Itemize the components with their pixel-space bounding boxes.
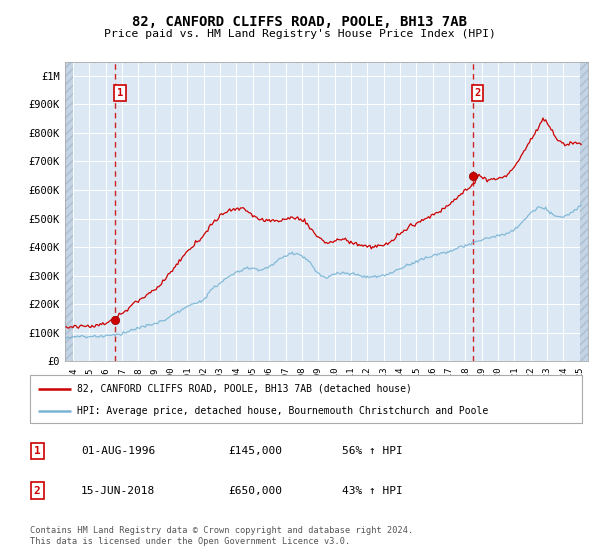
Text: 2: 2: [34, 486, 41, 496]
Text: 56% ↑ HPI: 56% ↑ HPI: [342, 446, 403, 456]
Text: 2: 2: [475, 88, 481, 98]
Text: 15-JUN-2018: 15-JUN-2018: [81, 486, 155, 496]
Text: Price paid vs. HM Land Registry's House Price Index (HPI): Price paid vs. HM Land Registry's House …: [104, 29, 496, 39]
Text: £650,000: £650,000: [228, 486, 282, 496]
Text: HPI: Average price, detached house, Bournemouth Christchurch and Poole: HPI: Average price, detached house, Bour…: [77, 406, 488, 416]
Text: 82, CANFORD CLIFFS ROAD, POOLE, BH13 7AB (detached house): 82, CANFORD CLIFFS ROAD, POOLE, BH13 7AB…: [77, 384, 412, 394]
Text: 01-AUG-1996: 01-AUG-1996: [81, 446, 155, 456]
Text: 1: 1: [117, 88, 123, 98]
Text: Contains HM Land Registry data © Crown copyright and database right 2024.
This d: Contains HM Land Registry data © Crown c…: [30, 526, 413, 546]
Text: 1: 1: [34, 446, 41, 456]
Bar: [580, 62, 588, 361]
Bar: [65, 62, 73, 361]
Text: £145,000: £145,000: [228, 446, 282, 456]
Text: 82, CANFORD CLIFFS ROAD, POOLE, BH13 7AB: 82, CANFORD CLIFFS ROAD, POOLE, BH13 7AB: [133, 15, 467, 29]
Text: 43% ↑ HPI: 43% ↑ HPI: [342, 486, 403, 496]
